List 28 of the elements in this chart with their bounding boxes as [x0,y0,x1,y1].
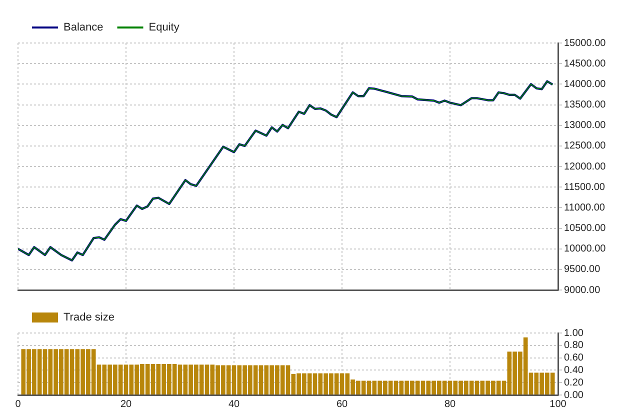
y-tick-label: 14500.00 [564,58,606,70]
x-tick-label: 40 [228,398,240,410]
y-tick-label: 13000.00 [564,120,606,132]
y-tick-label: 15000.00 [564,38,606,49]
x-tick-label: 20 [120,398,132,410]
legend-label: Equity [148,22,180,34]
y-tick-label: 10500.00 [564,223,606,234]
y-tick-label: 0.60 [564,352,584,364]
y-tick-label: 0.40 [564,364,584,376]
y-tick-label: 11000.00 [564,202,606,214]
x-tick-label: 0 [15,398,22,410]
y-tick-label: 0.80 [564,340,584,352]
y-tick-label: 1.00 [564,328,584,339]
y-tick-label: 12500.00 [564,140,606,152]
y-tick-label: 11500.00 [564,182,606,193]
y-tick-label: 0.20 [564,377,584,388]
y-tick-label: 12000.00 [564,161,606,172]
y-tick-label: 10000.00 [564,244,606,255]
x-tick-label: 100 [550,398,567,410]
y-tick-label: 9500.00 [564,264,601,276]
x-tick-label: 80 [444,398,456,410]
legend-label: Trade size [64,312,114,324]
y-tick-label: 0.00 [564,390,584,401]
x-tick-label: 60 [336,398,348,410]
legend-label: Balance [64,22,104,34]
y-tick-label: 14000.00 [564,78,606,90]
y-tick-label: 9000.00 [564,284,601,296]
y-tick-label: 13500.00 [564,100,606,110]
